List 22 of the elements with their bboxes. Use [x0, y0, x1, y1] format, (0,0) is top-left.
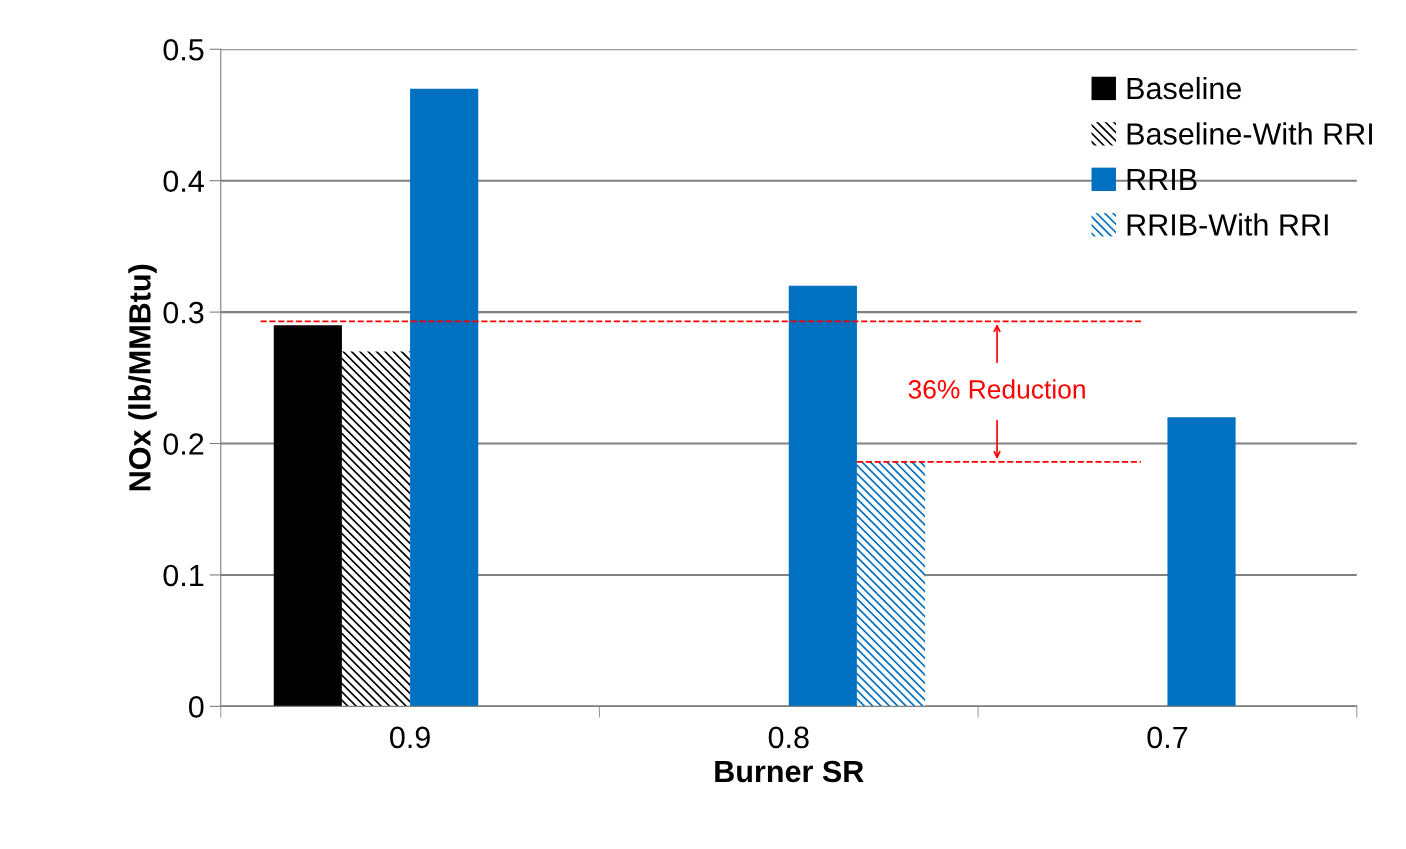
- x-tick-label: 0.8: [768, 726, 809, 749]
- y-axis-title: NOx (lb/MMBtu): [128, 264, 157, 491]
- bar: [410, 88, 479, 707]
- y-tick-label: 0.3: [163, 301, 204, 324]
- legend-label: RRIB-With RRI: [1127, 213, 1328, 236]
- bar: [788, 285, 857, 707]
- bar: [273, 325, 342, 707]
- y-tick-label: 0.2: [163, 433, 204, 455]
- x-axis-title: Burner SR: [715, 760, 864, 783]
- x-tick-label: 0.9: [390, 726, 430, 749]
- bar: [341, 351, 411, 707]
- y-tick-label: 0.4: [163, 170, 204, 193]
- bar: [856, 461, 926, 707]
- y-tick-label: 0.1: [163, 564, 204, 587]
- annotation: 36% Reduction: [908, 379, 1085, 399]
- legend-label: Baseline-With RRI: [1127, 122, 1372, 145]
- bar: [1167, 417, 1236, 707]
- y-tick-label: 0.5: [163, 38, 204, 61]
- legend-label: Baseline: [1127, 76, 1241, 100]
- legend-label: RRIB: [1127, 168, 1197, 190]
- x-tick-label: 0.7: [1147, 726, 1188, 749]
- y-tick-label: 0: [188, 696, 204, 718]
